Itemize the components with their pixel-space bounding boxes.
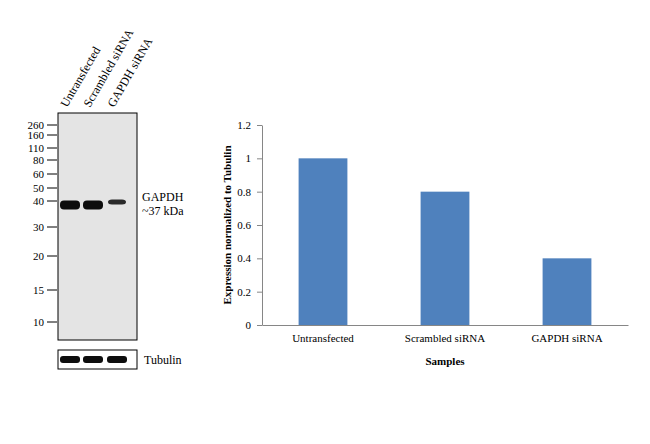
y-tick-label: 0.4 xyxy=(237,252,251,264)
marker-tick xyxy=(47,160,57,161)
x-axis: Untransfected Scrambled siRNA GAPDH siRNA xyxy=(263,325,629,344)
x-tick-label: GAPDH siRNA xyxy=(531,332,602,344)
lane-label: GAPDH siRNA xyxy=(104,35,155,110)
marker-label: 80 xyxy=(33,154,45,166)
x-tick-label: Scrambled siRNA xyxy=(405,332,485,344)
marker-label: 40 xyxy=(33,195,45,207)
y-tick-label: 0.8 xyxy=(237,186,251,198)
y-tick-label: 1 xyxy=(246,152,252,164)
y-tick-mark xyxy=(257,225,262,226)
tubulin-band xyxy=(107,356,127,363)
marker-label: 50 xyxy=(33,182,45,194)
marker-tick xyxy=(47,290,57,291)
marker-label: 15 xyxy=(33,284,45,296)
y-tick-label: 0.2 xyxy=(237,286,251,298)
band-label: GAPDH xyxy=(142,190,184,204)
gapdh-band xyxy=(108,200,126,205)
x-tick: Untransfected xyxy=(292,325,354,344)
y-tick: 0.2 xyxy=(237,286,262,298)
marker-label: 10 xyxy=(33,316,45,328)
bar xyxy=(543,258,592,325)
tubulin-band xyxy=(83,356,103,363)
band-size: ~37 kDa xyxy=(142,204,184,218)
y-tick-label: 0 xyxy=(246,319,252,331)
marker-label: 20 xyxy=(33,250,45,262)
y-axis-line xyxy=(262,126,263,326)
x-tick: GAPDH siRNA xyxy=(531,325,602,344)
bar xyxy=(421,192,470,325)
y-tick-label: 0.6 xyxy=(237,219,251,231)
y-tick: 0.8 xyxy=(237,186,262,198)
marker-tick xyxy=(47,201,57,202)
gapdh-band xyxy=(83,201,103,210)
x-tick-label: Untransfected xyxy=(292,332,354,344)
y-tick-mark xyxy=(257,192,262,193)
y-tick-mark xyxy=(257,125,262,126)
marker-label: 160 xyxy=(28,129,45,141)
marker-label: 60 xyxy=(33,168,45,180)
marker-tick xyxy=(47,125,57,126)
x-axis-line xyxy=(263,325,629,326)
marker-tick xyxy=(47,227,57,228)
blot: UntransfectedScrambled siRNAGAPDH siRNA2… xyxy=(28,26,185,369)
marker-tick xyxy=(47,174,57,175)
marker-label: 110 xyxy=(28,142,45,154)
y-tick: 1.2 xyxy=(237,119,262,131)
bar-chart: 0 0.2 0.4 0.6 0.8 1 1.2 Untransfected Scrambled … xyxy=(221,119,629,367)
bar xyxy=(299,158,348,325)
gapdh-band xyxy=(60,201,80,210)
y-axis: 0 0.2 0.4 0.6 0.8 1 1.2 xyxy=(237,119,262,331)
bars xyxy=(299,158,592,325)
loading-control-label: Tubulin xyxy=(144,353,182,367)
y-tick-mark xyxy=(257,158,262,159)
tubulin-band xyxy=(60,356,80,363)
marker-tick xyxy=(47,188,57,189)
marker-label: 30 xyxy=(33,221,45,233)
y-tick: 0.6 xyxy=(237,219,262,231)
y-tick: 0.4 xyxy=(237,252,262,264)
y-tick-mark xyxy=(257,292,262,293)
marker-tick xyxy=(47,148,57,149)
y-tick-mark xyxy=(257,325,262,326)
y-tick: 0 xyxy=(246,319,263,331)
y-tick-mark xyxy=(257,258,262,259)
y-tick: 1 xyxy=(246,152,263,164)
y-axis-title: Expression normalized to Tubulin xyxy=(221,145,233,304)
x-tick: Scrambled siRNA xyxy=(405,325,485,344)
blot-membrane xyxy=(58,113,137,340)
marker-tick xyxy=(47,256,57,257)
x-axis-title: Samples xyxy=(425,355,465,367)
marker-tick xyxy=(47,135,57,136)
y-tick-label: 1.2 xyxy=(237,119,251,131)
figure: Untransfected Scrambled siRNA GAPDH siRNA 2… xyxy=(0,0,650,444)
tubulin-membrane xyxy=(58,350,137,369)
marker-tick xyxy=(47,322,57,323)
